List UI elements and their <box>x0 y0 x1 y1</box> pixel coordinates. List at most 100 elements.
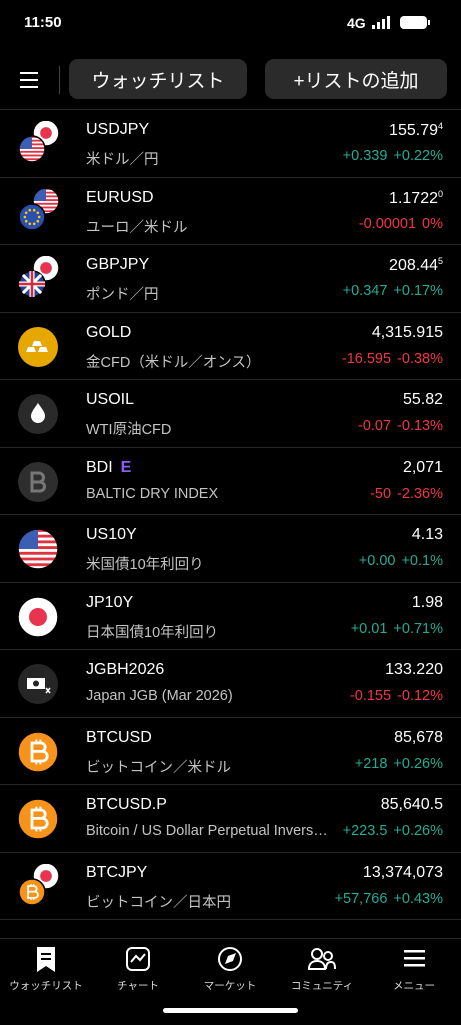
change-percent: +0.22% <box>393 148 443 164</box>
change-percent: +0.71% <box>393 620 443 637</box>
watchlist-row[interactable]: GOLD 金CFD（米ドル／オンス） 4,315.915 -16.595 -0.38% <box>0 313 461 380</box>
symbol: BTCUSD <box>86 729 152 747</box>
change-value: +0.347 <box>342 283 388 299</box>
price-value: 133.220 <box>385 661 443 678</box>
symbol-name: ビットコイン／日本円 <box>86 894 231 911</box>
symbol: US10Y <box>86 526 137 544</box>
change-value: -50 <box>370 485 392 502</box>
change-percent: +0.1% <box>401 553 443 569</box>
icon-part <box>31 403 45 423</box>
icon-part <box>18 557 58 561</box>
watchlist-row[interactable]: GBPJPY ポンド／円 208.445 +0.347 +0.17% <box>0 245 461 313</box>
price-value: 1.1722 <box>389 189 438 207</box>
status-time: 11:50 <box>24 14 62 31</box>
price-value: 85,678 <box>394 728 443 746</box>
price-value: 85,640.5 <box>380 796 443 813</box>
icon-part <box>18 135 46 163</box>
symbol-text: JP10Y <box>86 593 134 611</box>
symbol-icon <box>17 595 59 638</box>
nav-label[interactable]: コミュニティ <box>290 980 354 992</box>
icon-part <box>26 340 48 352</box>
price: 85,640.5 <box>381 796 443 814</box>
symbol-badge: E <box>120 458 132 476</box>
price: 55.82 <box>403 391 443 409</box>
symbol-text: USDJPY <box>86 121 150 138</box>
symbol-text: GBPJPY <box>86 256 150 273</box>
symbol-text: BTCJPY <box>86 863 148 881</box>
watchlist-row[interactable]: US10Y 米国債10年利回り 4.13 +0.00 +0.1% <box>0 515 461 583</box>
symbol-icon <box>18 256 60 298</box>
icon-part <box>19 158 45 161</box>
price: 4.13 <box>412 526 443 544</box>
icon-part <box>28 208 32 211</box>
change-value: +0.339 <box>342 148 388 164</box>
symbol: JGBH2026 <box>86 661 164 679</box>
symbol-text: BTCUSD.P <box>86 796 167 813</box>
change-value: -0.00001 <box>358 215 417 232</box>
symbol-icon <box>18 863 60 906</box>
price-value: 2,071 <box>402 458 443 476</box>
icon-part <box>18 551 58 555</box>
change: +0.339 +0.22% <box>343 148 443 164</box>
status-icons <box>372 16 430 29</box>
change-percent: -2.36% <box>397 485 443 502</box>
symbol-text: USOIL <box>86 391 135 408</box>
watchlist-tab[interactable]: ウォッチリスト <box>69 59 247 99</box>
watchlist-row[interactable]: BTCUSD.P Bitcoin / US Dollar Perpetual In… <box>0 785 461 853</box>
icon-part <box>23 215 27 218</box>
nav-label[interactable]: メニュー <box>393 980 435 992</box>
symbol-name: ユーロ／米ドル <box>86 219 188 236</box>
change-percent: 0% <box>422 215 443 232</box>
change-value: -16.595 <box>341 350 392 367</box>
symbol: USOIL <box>86 391 134 409</box>
symbol: BDI E <box>86 459 131 477</box>
change-percent: -0.38% <box>397 350 443 367</box>
icon-part <box>32 222 36 225</box>
price-value: 4,315.915 <box>371 323 443 341</box>
symbol: BTCJPY <box>86 864 147 882</box>
watchlist-row[interactable]: EURUSD ユーロ／米ドル 1.17220 -0.00001 0% <box>0 178 461 245</box>
symbol-icon <box>18 326 58 367</box>
symbol-text: GOLD <box>86 323 132 341</box>
nav-label[interactable]: マーケット <box>203 980 257 992</box>
symbol-icon <box>18 121 60 163</box>
watchlist-row[interactable]: BTCUSD ビットコイン／米ドル 85,678 +218 +0.26% <box>0 718 461 785</box>
price: 4,315.915 <box>372 324 443 342</box>
change-percent: -0.13% <box>397 418 443 434</box>
symbol-icon <box>18 394 58 434</box>
watchlist-row[interactable]: JP10Y 日本国債10年利回り 1.98 +0.01 +0.71% <box>0 583 461 650</box>
price: 2,071 <box>403 459 443 477</box>
watchlist-row[interactable]: USDJPY 米ドル／円 155.794 +0.339 +0.22% <box>0 110 461 178</box>
icon-part <box>33 206 59 208</box>
change: +223.5 +0.26% <box>343 823 443 839</box>
icon-part <box>24 210 28 214</box>
icon-part <box>40 127 52 139</box>
price-value: 208.44 <box>389 257 438 274</box>
icon-part <box>33 209 59 212</box>
watchlist-row[interactable]: BTCJPY ビットコイン／日本円 13,374,073 +57,766 +0.43% <box>0 853 461 920</box>
icon-part <box>19 271 45 297</box>
icon-part <box>19 150 45 153</box>
watchlist-row[interactable]: BDI E BALTIC DRY INDEX 2,071 -50 -2.36% <box>0 448 461 515</box>
symbol: EURUSD <box>86 189 154 207</box>
nav-label[interactable]: ウォッチリスト <box>9 980 83 992</box>
price-fraction: 0 <box>437 188 443 199</box>
divider <box>0 109 461 110</box>
add-list-button[interactable]: +リストの追加 <box>265 59 447 99</box>
icon-part <box>33 680 39 687</box>
price-value: 1.98 <box>411 593 443 611</box>
symbol-icon <box>17 730 59 773</box>
symbol-icon <box>17 798 59 840</box>
price: 208.445 <box>389 256 443 275</box>
hamburger-menu[interactable] <box>20 71 40 89</box>
symbol-text: EURUSD <box>86 188 154 206</box>
symbol-text: JGBH2026 <box>86 661 165 678</box>
nav-label[interactable]: チャート <box>117 980 159 992</box>
nav-icons <box>37 947 425 972</box>
change-percent: +0.26% <box>393 823 443 839</box>
icon-part <box>18 563 58 567</box>
watchlist-row[interactable]: USOIL WTI原油CFD 55.82 -0.07 -0.13% <box>0 380 461 448</box>
icon-part <box>37 215 41 218</box>
watchlist-row[interactable]: JGBH2026 Japan JGB (Mar 2026) 133.220 -0.15… <box>0 650 461 718</box>
symbol-text: BTCUSD <box>86 728 152 746</box>
